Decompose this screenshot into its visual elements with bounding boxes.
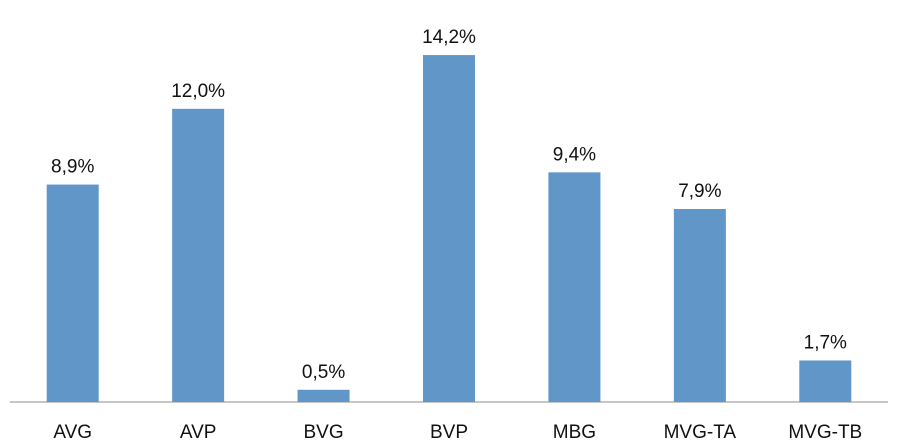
bars-group (46, 55, 852, 403)
x-axis-ticks: AVG AVP BVG BVP MBG MVG-TA MVG-TB (53, 422, 862, 443)
x-tick-label-bvg: BVG (304, 422, 344, 443)
bar-mvg-tb (799, 360, 852, 402)
x-tick-label-avg: AVG (53, 422, 92, 443)
x-tick-label-mbg: MBG (553, 422, 596, 443)
data-labels-group: 8,9% 12,0% 0,5% 14,2% 9,4% 7,9% 1,7% (51, 27, 847, 383)
x-tick-label-mvg-ta: MVG-TA (664, 422, 737, 443)
bar-bvg (297, 389, 350, 402)
data-label-mvg-ta: 7,9% (678, 181, 721, 202)
bar-mbg (548, 172, 601, 402)
data-label-avp: 12,0% (171, 81, 225, 102)
data-label-mbg: 9,4% (553, 144, 596, 165)
data-label-mvg-tb: 1,7% (804, 332, 847, 353)
x-tick-label-bvp: BVP (430, 422, 468, 443)
bar-mvg-ta (673, 209, 726, 402)
bar-avp (172, 108, 225, 402)
data-label-bvg: 0,5% (302, 362, 345, 383)
x-tick-label-mvg-tb: MVG-TB (788, 422, 862, 443)
bar-avg (46, 184, 99, 402)
x-tick-label-avp: AVP (180, 422, 217, 443)
bar-bvp (423, 55, 475, 403)
data-label-avg: 8,9% (51, 157, 94, 178)
data-label-bvp: 14,2% (422, 27, 476, 48)
